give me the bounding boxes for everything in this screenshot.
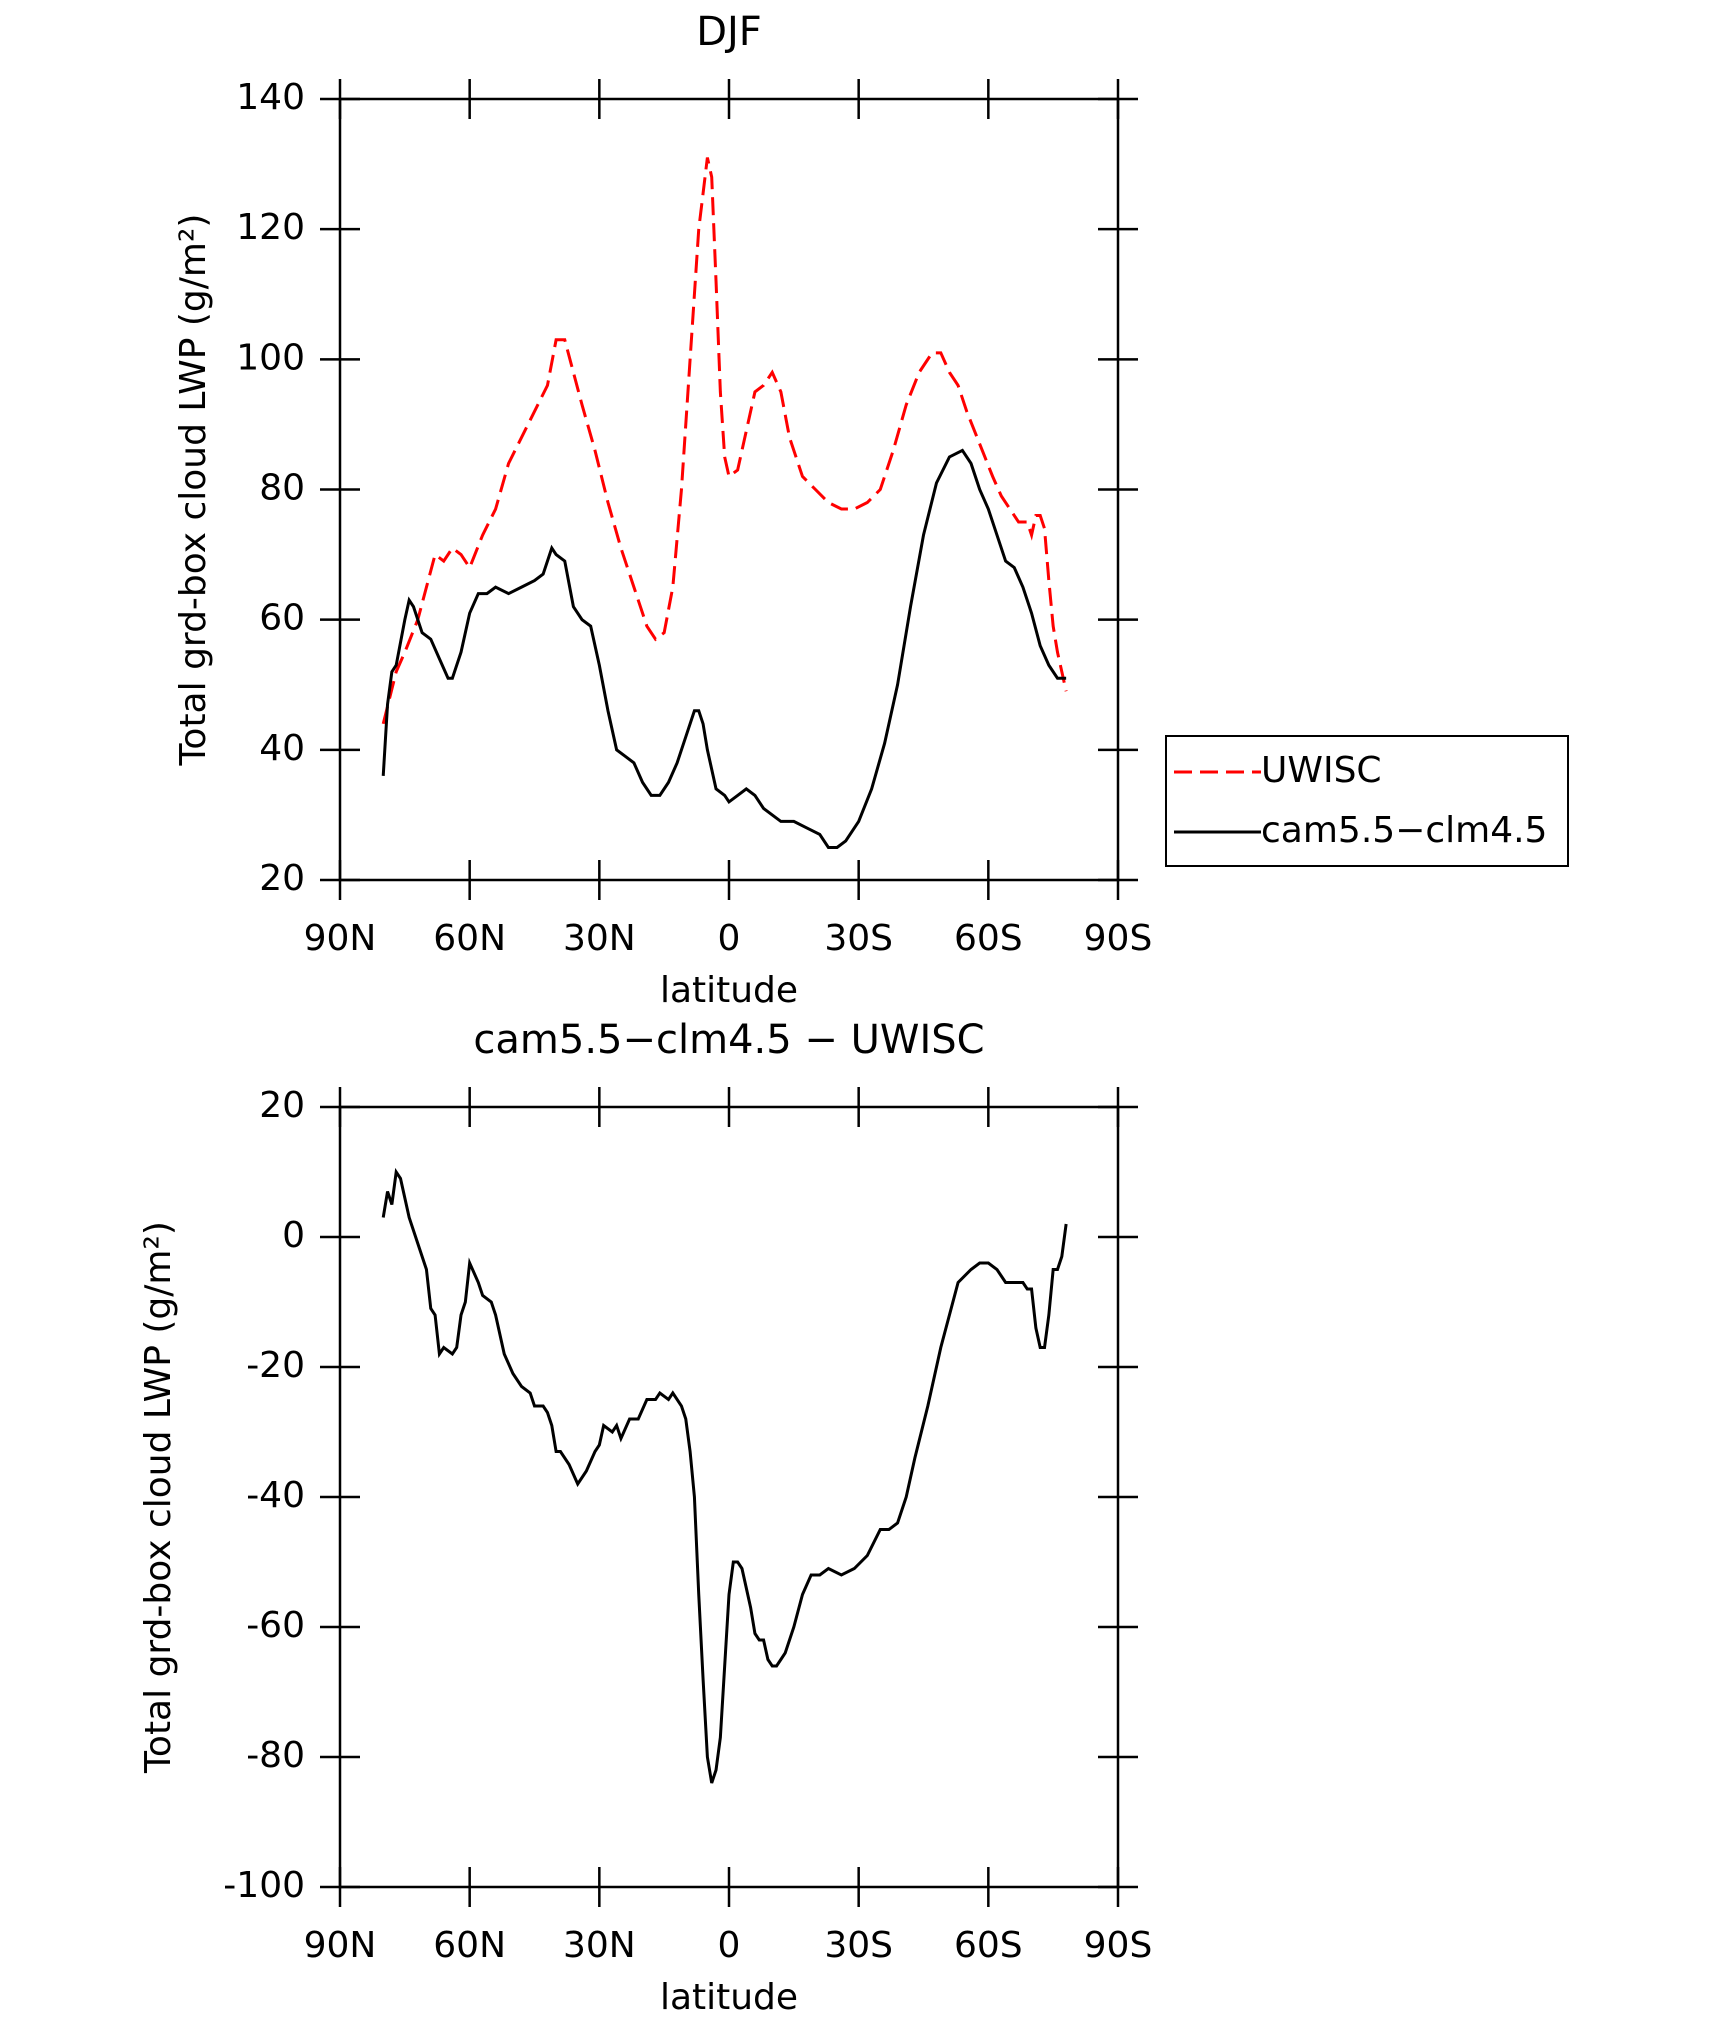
x-tick-label: 30S (824, 1925, 893, 1966)
x-axis-label: latitude (660, 1977, 798, 2018)
chart-title: DJF (696, 9, 762, 55)
x-tick-label: 0 (718, 918, 741, 959)
x-tick-label: 90N (304, 918, 377, 959)
x-tick-label: 60S (954, 918, 1023, 959)
y-tick-label: -40 (246, 1475, 305, 1516)
y-tick-label: 140 (236, 77, 305, 118)
legend-label: UWISC (1261, 750, 1382, 791)
chart-title: cam5.5−clm4.5 − UWISC (473, 1017, 984, 1063)
plot-frame (338, 1105, 1120, 1889)
data-line (381, 157, 1068, 725)
y-tick-label: -100 (223, 1865, 305, 1906)
y-tick-label: -20 (246, 1345, 305, 1386)
plot-frame (338, 97, 1120, 882)
x-tick-label: 90S (1084, 918, 1153, 959)
y-tick-label: 20 (259, 1085, 305, 1126)
y-tick-label: 20 (259, 858, 305, 899)
y-axis-label: Total grd-box cloud LWP (g/m²) (173, 214, 214, 767)
y-tick-label: 40 (259, 728, 305, 769)
x-tick-label: 30N (563, 918, 636, 959)
x-tick-label: 90N (304, 1925, 377, 1966)
legend-label: cam5.5−clm4.5 (1261, 810, 1547, 851)
data-line (381, 448, 1067, 849)
data-line (381, 1167, 1068, 1784)
y-axis-label: Total grd-box cloud LWP (g/m²) (138, 1221, 179, 1774)
y-tick-label: 60 (259, 598, 305, 639)
y-tick-label: 100 (236, 337, 305, 378)
legend-box (1165, 735, 1569, 867)
x-tick-label: 0 (718, 1925, 741, 1966)
x-axis-label: latitude (660, 970, 798, 1011)
y-tick-label: -60 (246, 1605, 305, 1646)
y-tick-label: 120 (236, 207, 305, 248)
x-tick-label: 90S (1084, 1925, 1153, 1966)
y-tick-label: 0 (282, 1215, 305, 1256)
x-tick-label: 30S (824, 918, 893, 959)
y-tick-label: 80 (259, 468, 305, 509)
x-tick-label: 60N (433, 918, 506, 959)
x-tick-label: 30N (563, 1925, 636, 1966)
x-tick-label: 60N (433, 1925, 506, 1966)
x-tick-label: 60S (954, 1925, 1023, 1966)
y-tick-label: -80 (246, 1735, 305, 1776)
